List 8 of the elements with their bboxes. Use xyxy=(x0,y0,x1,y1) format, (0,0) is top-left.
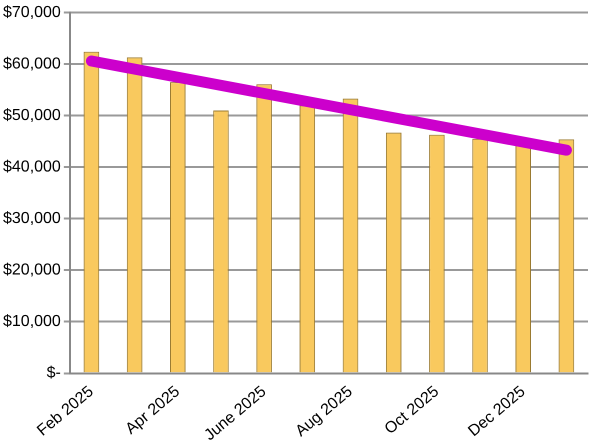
y-tick-label: $10,000 xyxy=(2,313,61,330)
y-tick-label: $- xyxy=(46,364,61,382)
y-tick-label: $70,000 xyxy=(2,4,61,22)
y-tick-label: $40,000 xyxy=(2,158,61,176)
y-tick-label: $60,000 xyxy=(2,56,61,73)
y-tick-label: $50,000 xyxy=(2,107,61,124)
y-tick-label: $20,000 xyxy=(2,262,61,279)
y-tick-label: $30,000 xyxy=(2,210,61,228)
